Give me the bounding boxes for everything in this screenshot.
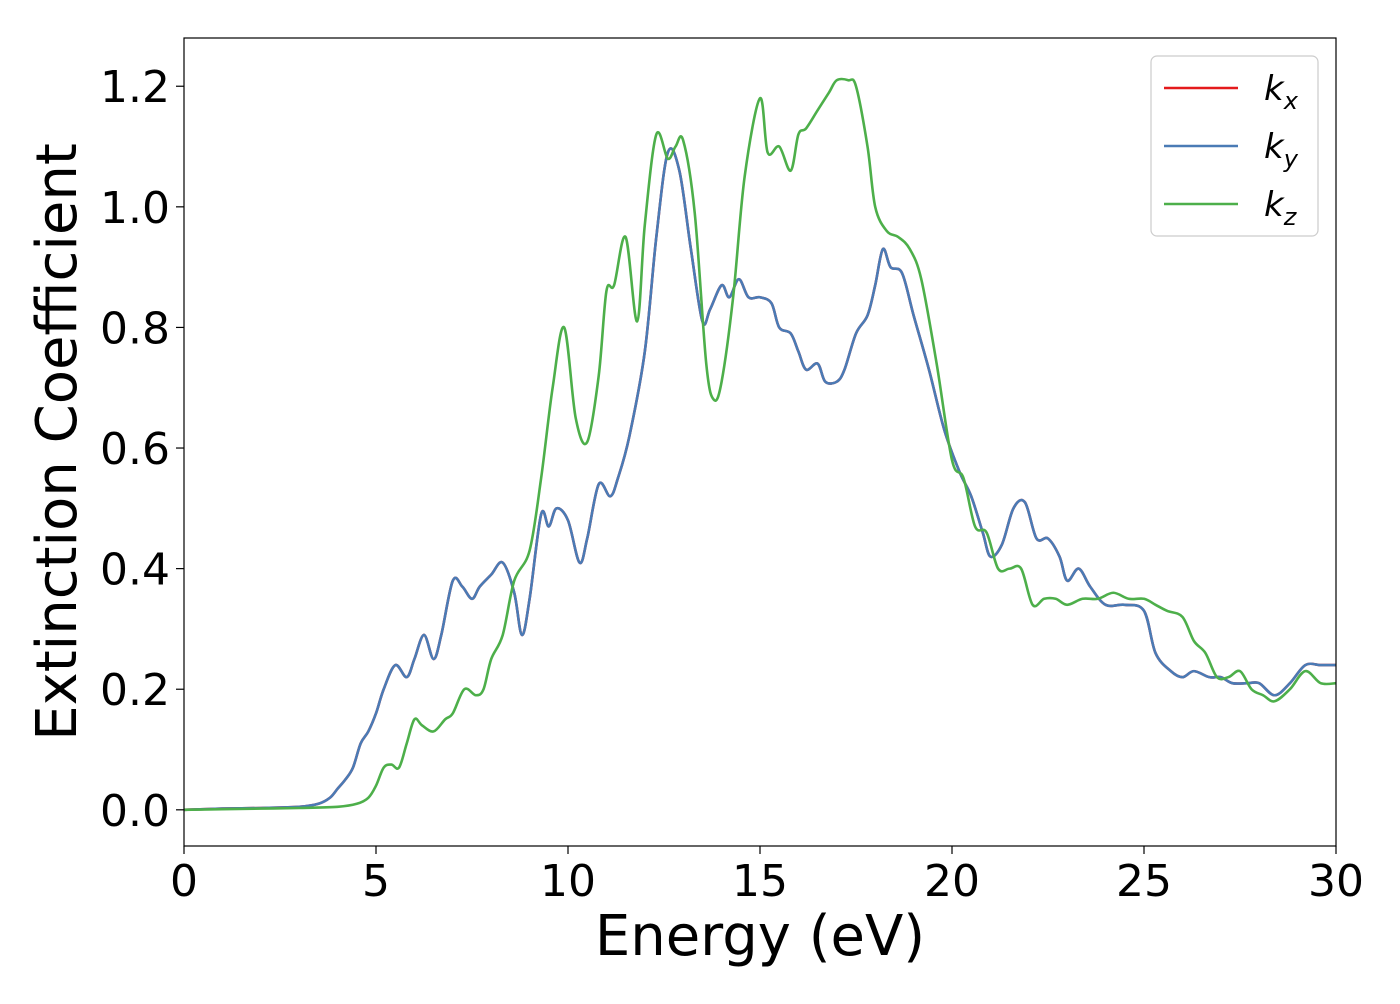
y-axis-title: Extinction Coefficient bbox=[25, 143, 90, 741]
y-tick-label: 0.0 bbox=[100, 786, 170, 837]
legend-label-subscript: z bbox=[1283, 203, 1298, 231]
legend-label-y: ky bbox=[1264, 127, 1299, 173]
y-axis-ticks: 0.0 0.2 0.4 0.6 0.8 1.0 1.2 bbox=[100, 62, 184, 837]
x-tick-label: 10 bbox=[540, 856, 596, 907]
legend-label-x: kx bbox=[1264, 69, 1299, 115]
x-axis-ticks: 0 5 10 15 20 25 30 bbox=[170, 846, 1364, 907]
legend-label-z: kz bbox=[1264, 185, 1298, 231]
y-tick-label: 0.8 bbox=[100, 303, 170, 354]
legend-label-base: k bbox=[1264, 185, 1285, 225]
x-tick-label: 15 bbox=[732, 856, 788, 907]
x-tick-label: 30 bbox=[1308, 856, 1364, 907]
series-line-z bbox=[184, 77, 1336, 812]
legend-label-base: k bbox=[1264, 69, 1285, 109]
legend-label-base: k bbox=[1264, 127, 1285, 167]
x-tick-label: 0 bbox=[170, 856, 198, 907]
y-tick-label: 1.0 bbox=[100, 183, 170, 234]
y-tick-label: 1.2 bbox=[100, 62, 170, 113]
x-axis-title: Energy (eV) bbox=[595, 904, 925, 969]
series-layer bbox=[184, 77, 1336, 812]
series-line-x bbox=[184, 147, 1336, 812]
legend-label-subscript: x bbox=[1283, 87, 1299, 115]
x-tick-label: 5 bbox=[362, 856, 390, 907]
y-tick-label: 0.4 bbox=[100, 545, 170, 596]
y-tick-label: 0.6 bbox=[100, 424, 170, 475]
series-line-y bbox=[184, 147, 1336, 812]
x-tick-label: 25 bbox=[1116, 856, 1172, 907]
x-tick-label: 20 bbox=[924, 856, 980, 907]
y-tick-label: 0.2 bbox=[100, 665, 170, 716]
legend-label-subscript: y bbox=[1283, 145, 1299, 173]
